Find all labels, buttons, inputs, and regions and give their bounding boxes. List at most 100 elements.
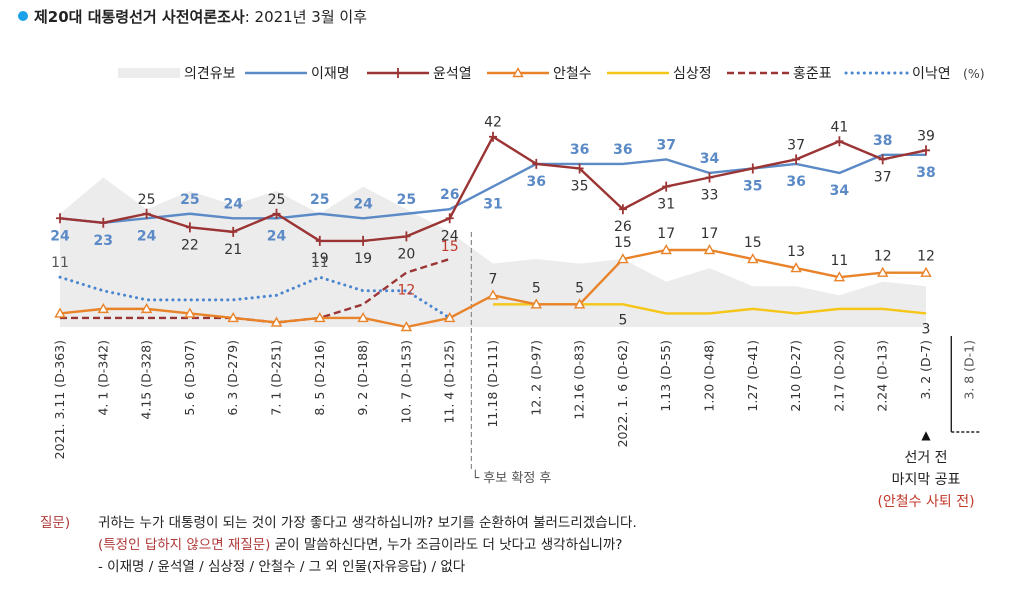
marker-yoon-sukyeol: [56, 213, 64, 224]
question-line-2-rest: 굳이 말씀하신다면, 누가 조금이라도 더 낫다고 생각하십니까?: [270, 537, 623, 553]
legend-label-sim: 심상정: [673, 66, 712, 82]
x-tick-label: 2021. 3.11 (D-363): [52, 340, 67, 459]
x-tick-label: 5. 6 (D-307): [182, 340, 197, 416]
data-label-lee-jaemyung: 38: [873, 133, 892, 149]
data-label-lee-jaemyung: 24: [223, 196, 243, 212]
x-tick-label: 9. 2 (D-188): [355, 340, 370, 416]
marker-ahn-cheolsoo: [573, 298, 586, 309]
legend-label-hong: 홍준표: [793, 66, 832, 82]
marker-yoon-sukyeol: [575, 163, 584, 174]
data-label-lee-jaemyung: 35: [743, 178, 762, 194]
data-label-lee-nakyon: 11: [311, 255, 329, 271]
data-label-lee-jaemyung: 36: [570, 142, 589, 158]
question-line-2-red: (특정인 답하지 않으면 재질문): [98, 537, 271, 553]
marker-yoon-sukyeol: [618, 204, 627, 215]
series-markers-layer: [54, 131, 932, 332]
data-label-ahn-cheolsoo: 5: [575, 280, 584, 296]
data-label-yoon-sukyeol: 21: [224, 242, 242, 258]
marker-ahn-cheolsoo: [747, 253, 759, 264]
x-tick-label: 2.24 (D-13): [875, 340, 890, 412]
data-label-yoon-sukyeol: 37: [787, 137, 805, 153]
data-label-yoon-sukyeol: 22: [181, 237, 199, 253]
marker-yoon-sukyeol: [315, 235, 324, 246]
chart-title-sub: : 2021년 3월 이후: [244, 8, 368, 26]
x-tick-label: 4. 1 (D-342): [95, 340, 110, 416]
marker-yoon-sukyeol: [229, 226, 238, 237]
series-line-hong-junpyo: [60, 257, 451, 324]
legend-swatch-undecided: [118, 68, 180, 78]
data-label-lee-jaemyung: 31: [483, 197, 502, 213]
data-label-lee-jaemyung: 34: [830, 183, 850, 199]
marker-ahn-cheolsoo: [703, 244, 716, 255]
data-label-ahn-cheolsoo: 17: [657, 226, 675, 242]
data-label-ahn-cheolsoo: 7: [489, 271, 498, 287]
x-tick-label: 11.18 (D-111): [485, 340, 500, 428]
x-tick-label: 3. 8 (D-1): [961, 340, 976, 400]
marker-ahn-cheolsoo: [97, 302, 109, 314]
marker-yoon-sukyeol: [532, 158, 541, 169]
data-label-lee-jaemyung: 25: [397, 192, 416, 208]
data-label-lee-jaemyung: 36: [786, 174, 805, 190]
data-label-yoon-sukyeol: 39: [917, 128, 935, 144]
legend-marker-yoon: [394, 68, 402, 78]
x-tick-label: 1.27 (D-41): [745, 340, 760, 412]
data-label-lee-jaemyung: 25: [180, 192, 199, 208]
data-label-yoon-sukyeol: 25: [268, 192, 286, 208]
x-tick-label: 3. 2 (D-7): [918, 340, 933, 400]
annotation-candidate-confirmed: └ 후보 확정 후: [471, 469, 551, 486]
data-label-lee-jaemyung: 23: [94, 233, 113, 249]
marker-ahn-cheolsoo: [227, 312, 239, 323]
legend: 의견유보 이재명 윤석열 안철수 심상정 홍준표 이낙연 (%): [118, 66, 985, 82]
data-label-yoon-sukyeol: 25: [138, 192, 156, 208]
marker-ahn-cheolsoo: [530, 298, 542, 309]
data-label-hong-junpyo: 15: [441, 239, 459, 255]
legend-marker-ahn: [512, 67, 524, 78]
marker-yoon-sukyeol: [705, 172, 714, 183]
final-poll-marker-icon: ▲: [921, 428, 931, 442]
data-label-lee-jaemyung: 34: [700, 151, 720, 167]
x-tick-label: 10. 7 (D-153): [398, 340, 413, 424]
x-tick-label: 1.13 (D-55): [658, 340, 673, 412]
x-axis: 2021. 3.11 (D-363) 4. 1 (D-342) 4.15 (D-32…: [52, 336, 982, 459]
marker-yoon-sukyeol: [185, 222, 194, 233]
marker-yoon-sukyeol: [142, 208, 151, 219]
series-line-lee-jaemyung: [59, 153, 926, 225]
data-label-hong-junpyo: 12: [397, 283, 415, 299]
marker-yoon-sukyeol: [445, 213, 454, 224]
series-line-lee-nakyon: [58, 275, 452, 320]
question-line-1: 귀하는 누가 대통령이 되는 것이 가장 좋다고 생각하십니까? 보기를 순환하…: [98, 515, 637, 531]
x-tick-label: 2.10 (D-27): [788, 340, 803, 412]
legend-label-yoon: 윤석열: [433, 66, 472, 82]
marker-yoon-sukyeol: [359, 235, 368, 246]
data-label-lee-nakyon: 11: [51, 255, 69, 271]
data-label-ahn-cheolsoo: 13: [787, 244, 805, 260]
x-tick-label: 12. 2 (D-97): [528, 340, 543, 416]
legend-label-undecided: 의견유보: [184, 66, 236, 82]
annotation-final-line1: 선거 전: [904, 450, 947, 466]
marker-ahn-cheolsoo: [314, 312, 326, 323]
marker-yoon-sukyeol: [272, 208, 281, 219]
data-label-yoon-sukyeol: 31: [657, 197, 675, 213]
data-label-lee-jaemyung: 36: [613, 142, 632, 158]
legend-unit: (%): [963, 66, 985, 81]
data-label-lee-jaemyung: 26: [440, 187, 459, 203]
marker-yoon-sukyeol: [402, 231, 411, 242]
x-tick-label: 12.16 (D-83): [572, 340, 587, 420]
data-label-yoon-sukyeol: 42: [484, 115, 502, 131]
data-label-lee-jaemyung: 24: [137, 228, 157, 244]
data-label-sim-sangjeong: 3: [922, 321, 931, 337]
data-label-lee-jaemyung: 36: [527, 174, 546, 190]
annotation-final-line2: 마지막 공표: [892, 472, 961, 488]
legend-label-lee_ny: 이낙연: [912, 66, 951, 82]
legend-label-ahn: 안철수: [553, 66, 592, 82]
marker-ahn-cheolsoo: [920, 266, 932, 277]
annotation-final-note: (안철수 사퇴 전): [877, 494, 974, 510]
legend-label-lee_jm: 이재명: [311, 66, 350, 82]
data-label-ahn-cheolsoo: 15: [614, 235, 632, 251]
chart-title-main: 제20대 대통령선거 사전여론조사: [34, 8, 245, 26]
data-label-yoon-sukyeol: 41: [830, 119, 848, 135]
data-label-sim-sangjeong: 5: [618, 312, 627, 328]
data-label-lee-jaemyung: 38: [916, 165, 935, 181]
data-label-yoon-sukyeol: 37: [874, 169, 892, 185]
